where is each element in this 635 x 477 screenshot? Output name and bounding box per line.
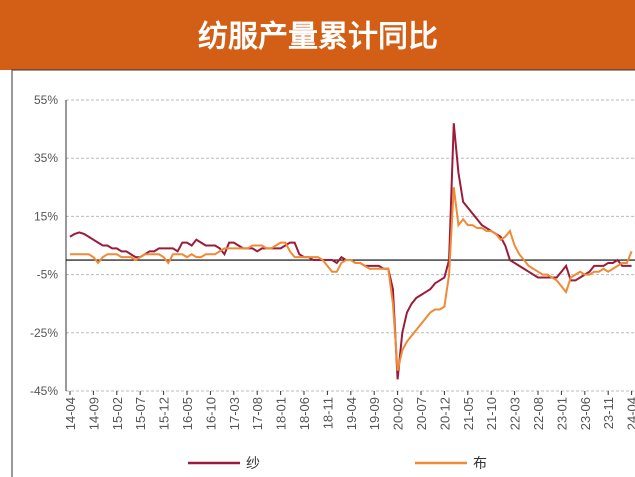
legend-label: 布 bbox=[473, 456, 487, 472]
x-tick-label: 21-05 bbox=[461, 397, 476, 430]
chart-frame bbox=[11, 69, 635, 477]
series-line bbox=[70, 187, 633, 371]
y-tick-label: -25% bbox=[30, 326, 58, 340]
x-tick-label: 22-08 bbox=[531, 397, 546, 430]
x-tick-label: 19-09 bbox=[367, 397, 382, 430]
x-tick-label: 18-11 bbox=[320, 397, 335, 429]
x-tick-label: 14-04 bbox=[63, 397, 78, 430]
x-tick-label: 23-11 bbox=[601, 397, 616, 429]
x-tick-label: 24-04 bbox=[625, 397, 635, 430]
x-tick-label: 17-03 bbox=[227, 397, 242, 430]
x-tick-label: 17-08 bbox=[250, 397, 265, 430]
x-tick-label: 15-12 bbox=[157, 397, 172, 430]
x-tick-label: 23-06 bbox=[578, 397, 593, 430]
y-tick-label: -45% bbox=[30, 384, 58, 398]
y-tick-label: 15% bbox=[34, 209, 58, 223]
x-tick-label: 20-12 bbox=[437, 397, 452, 430]
x-tick-label: 18-06 bbox=[297, 397, 312, 430]
x-tick-label: 18-01 bbox=[274, 397, 289, 430]
legend-label: 纱 bbox=[246, 456, 260, 472]
series-line bbox=[69, 123, 632, 380]
chart-title: 纺服产量累计同比 bbox=[198, 20, 438, 55]
x-tick-label: 21-10 bbox=[484, 397, 499, 430]
x-tick-label: 15-07 bbox=[133, 397, 148, 430]
y-tick-label: -5% bbox=[37, 268, 59, 282]
x-tick-label: 23-01 bbox=[554, 397, 569, 430]
title-banner bbox=[0, 0, 635, 70]
x-tick-label: 14-09 bbox=[86, 397, 101, 430]
x-tick-label: 20-07 bbox=[414, 397, 429, 430]
x-tick-label: 19-04 bbox=[344, 397, 359, 430]
y-tick-label: 35% bbox=[34, 151, 58, 165]
x-tick-label: 16-10 bbox=[203, 397, 218, 430]
y-tick-label: 55% bbox=[34, 93, 58, 107]
x-tick-label: 22-03 bbox=[508, 397, 523, 430]
x-tick-label: 20-02 bbox=[391, 397, 406, 430]
x-tick-label: 15-02 bbox=[110, 397, 125, 430]
x-tick-label: 16-05 bbox=[180, 397, 195, 430]
